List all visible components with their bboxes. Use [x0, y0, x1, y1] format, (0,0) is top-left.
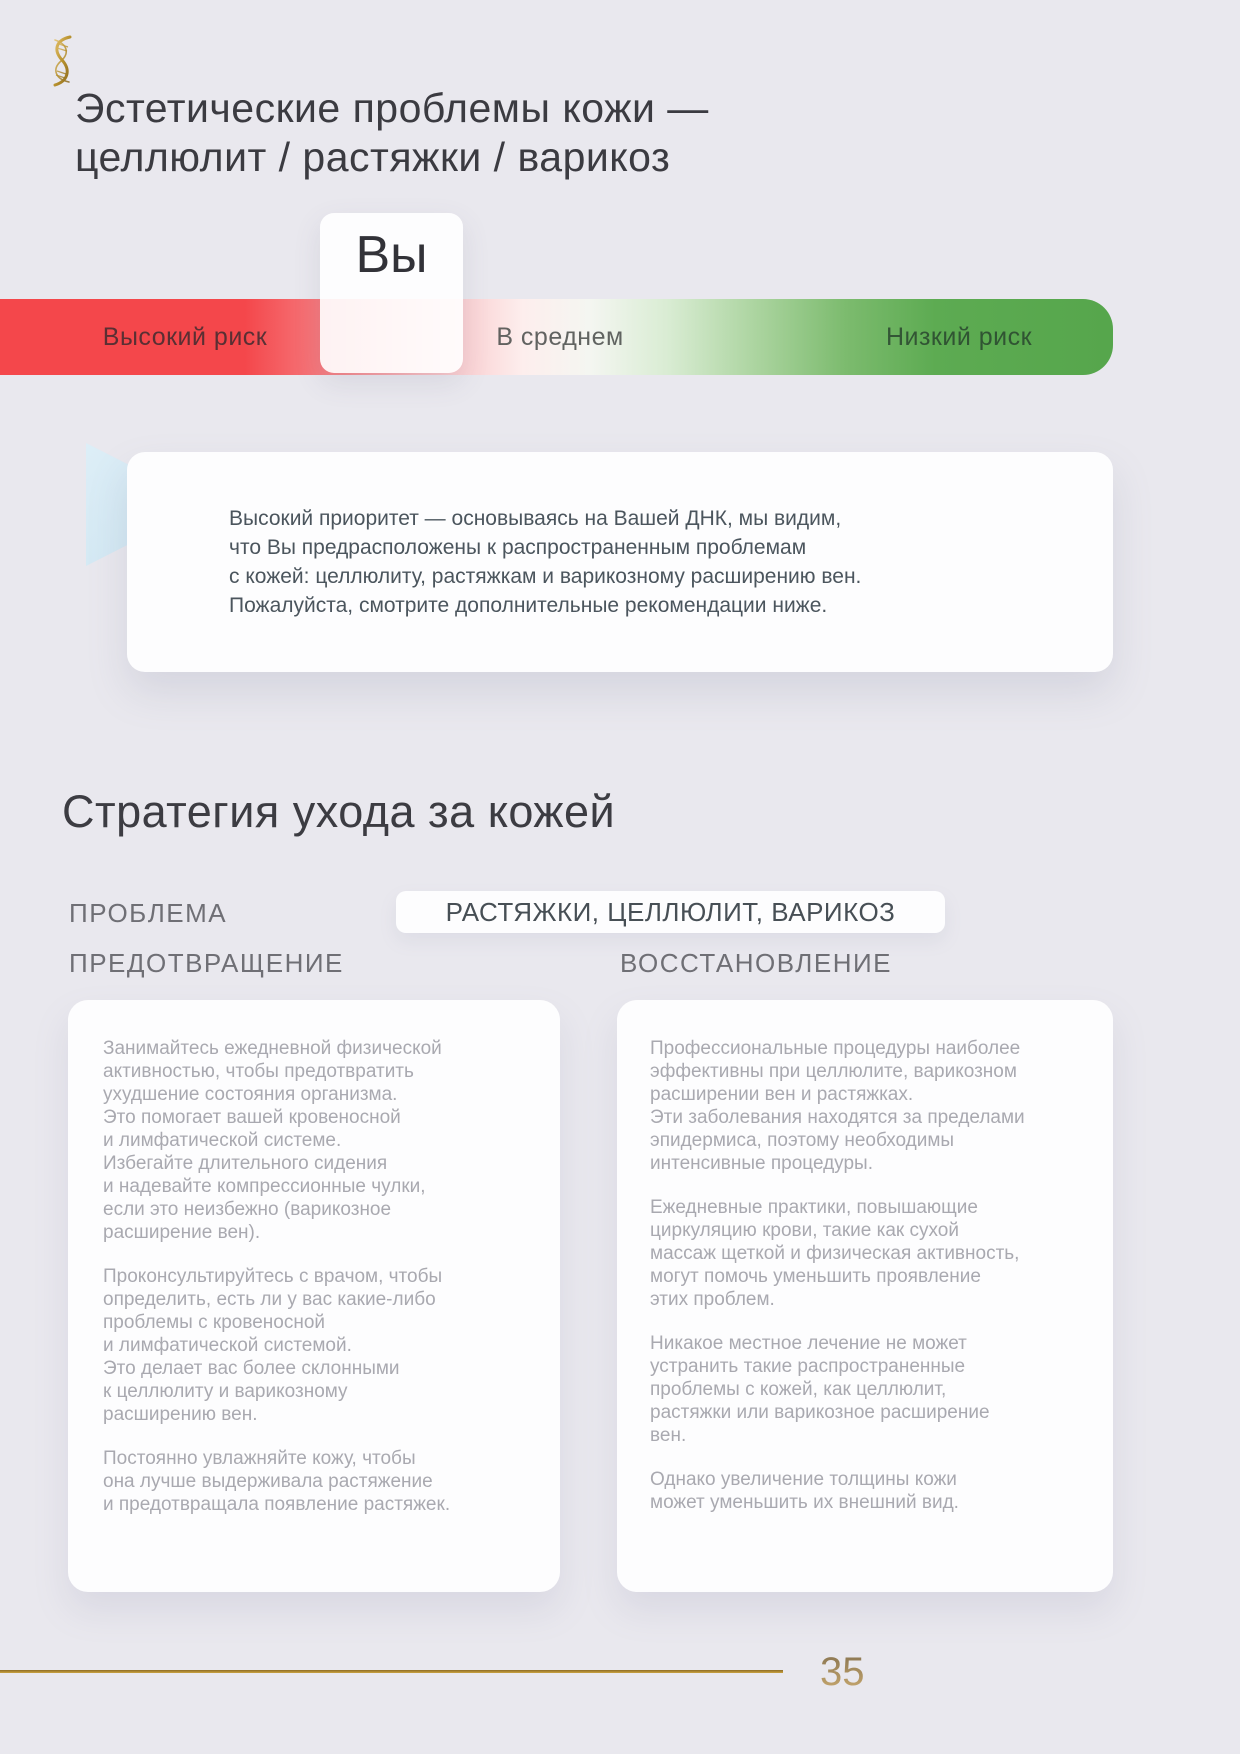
page-title-line1: Эстетические проблемы кожи — [75, 85, 709, 131]
card-paragraph: Однако увеличение толщины кожи может уме… [650, 1469, 959, 1513]
restoration-card: Профессиональные процедуры наиболее эффе… [617, 1000, 1113, 1592]
page-number: 35 [820, 1650, 865, 1694]
card-paragraph: Занимайтесь ежедневной физической активн… [103, 1038, 442, 1243]
problem-label: ПРОБЛЕМА [69, 898, 228, 928]
you-marker-card: Вы [320, 213, 463, 373]
restoration-column-header: ВОССТАНОВЛЕНИЕ [620, 948, 893, 978]
problem-value-pill: РАСТЯЖКИ, ЦЕЛЛЮЛИТ, ВАРИКОЗ [396, 891, 945, 933]
risk-label-average: В среднем [496, 323, 624, 351]
dna-logo-icon [53, 35, 72, 87]
risk-label-low: Низкий риск [885, 323, 1033, 351]
priority-callout-card: Высокий приоритет — основываясь на Вашей… [127, 452, 1113, 672]
prevention-column-header: ПРЕДОТВРАЩЕНИЕ [69, 948, 344, 978]
card-paragraph: Профессиональные процедуры наиболее эффе… [650, 1038, 1025, 1174]
prevention-card: Занимайтесь ежедневной физической активн… [68, 1000, 560, 1592]
card-paragraph: Никакое местное лечение не может устрани… [650, 1333, 990, 1446]
card-paragraph: Проконсультируйтесь с врачом, чтобы опре… [103, 1266, 443, 1425]
page-title-line2: целлюлит / растяжки / варикоз [75, 134, 671, 180]
risk-gradient-bar: Высокий риск В среднем Низкий риск [0, 299, 1113, 375]
problem-value-text: РАСТЯЖКИ, ЦЕЛЛЮЛИТ, ВАРИКОЗ [445, 896, 896, 927]
strategy-section-heading: Стратегия ухода за кожей [62, 786, 616, 837]
page-title: Эстетические проблемы кожи — целлюлит / … [75, 84, 975, 182]
footer-divider-line [0, 1670, 783, 1673]
card-paragraph: Ежедневные практики, повышающие циркуляц… [650, 1197, 1020, 1310]
card-paragraph: Постоянно увлажняйте кожу, чтобы она луч… [103, 1448, 451, 1515]
priority-callout-text: Высокий приоритет — основываясь на Вашей… [229, 507, 862, 617]
you-marker-label: Вы [355, 226, 428, 284]
risk-label-high: Высокий риск [102, 323, 268, 351]
